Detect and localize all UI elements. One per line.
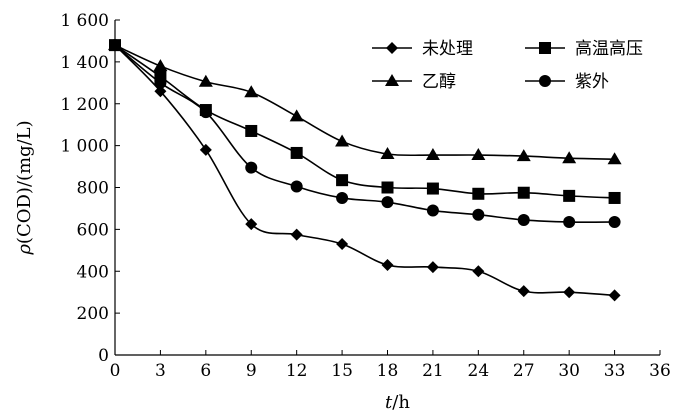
data-point-circle: [539, 75, 551, 87]
x-tick-label: 27: [513, 361, 535, 381]
data-point-diamond: [336, 238, 349, 251]
series-triangle: [108, 38, 622, 165]
data-point-square: [608, 191, 621, 204]
legend-item: 高温高压: [525, 39, 643, 59]
x-tick-label: 18: [377, 361, 399, 381]
data-point-circle: [199, 106, 212, 119]
data-point-diamond: [517, 285, 530, 298]
data-point-triangle: [153, 59, 168, 72]
data-point-square: [245, 124, 258, 137]
data-point-triangle: [335, 134, 350, 147]
axis-titles: t/h ρ(COD)/(mg/L): [14, 120, 410, 413]
data-point-circle: [290, 180, 303, 193]
data-point-triangle: [471, 148, 486, 161]
series-group: [108, 38, 622, 302]
data-point-triangle: [562, 151, 577, 164]
data-point-circle: [426, 204, 439, 217]
legend-item: 紫外: [525, 72, 609, 92]
x-tick-label: 12: [286, 361, 308, 381]
x-tick-label: 6: [200, 361, 211, 381]
x-tick-label: 15: [331, 361, 353, 381]
series-line: [114, 44, 615, 161]
x-tick-label: 36: [649, 361, 671, 381]
data-point-square: [563, 189, 576, 202]
data-point-square: [426, 182, 439, 195]
y-tick-label: 1 400: [60, 53, 109, 73]
y-axis-title-italic: ρ: [14, 244, 35, 256]
data-point-diamond: [381, 258, 394, 271]
y-tick-label: 800: [77, 179, 109, 199]
data-point-square: [517, 186, 530, 199]
data-point-diamond: [245, 218, 258, 231]
y-tick-label: 0: [98, 346, 109, 366]
data-point-circle: [472, 208, 485, 221]
data-point-triangle: [198, 74, 213, 87]
series-circle: [109, 39, 621, 229]
data-point-diamond: [563, 286, 576, 299]
legend-item: 乙醇: [372, 72, 456, 92]
y-axis-title: ρ(COD)/(mg/L): [14, 120, 35, 255]
data-point-circle: [608, 216, 621, 229]
data-point-triangle: [385, 74, 399, 86]
data-point-diamond: [386, 42, 398, 54]
y-tick-label: 1 600: [60, 11, 109, 31]
data-point-square: [336, 174, 349, 187]
data-point-diamond: [290, 228, 303, 241]
data-point-triangle: [425, 148, 440, 161]
data-point-square: [539, 42, 551, 54]
x-tick-label: 33: [604, 361, 626, 381]
y-tick-label: 1 200: [60, 95, 109, 115]
data-point-diamond: [426, 261, 439, 274]
legend-label: 高温高压: [575, 39, 643, 59]
data-point-circle: [563, 216, 576, 229]
data-point-triangle: [244, 85, 259, 98]
legend-label: 紫外: [575, 72, 609, 92]
data-point-circle: [381, 196, 394, 209]
data-point-square: [290, 146, 303, 159]
data-point-diamond: [199, 143, 212, 156]
y-tick-label: 1 000: [60, 137, 109, 157]
y-tick-label: 600: [77, 220, 109, 240]
data-point-circle: [154, 76, 167, 89]
data-point-square: [381, 181, 394, 194]
x-tick-label: 3: [155, 361, 166, 381]
x-tick-label: 0: [110, 361, 121, 381]
x-tick-label: 21: [422, 361, 444, 381]
data-point-triangle: [289, 109, 304, 122]
x-axis-title-italic: t: [385, 392, 393, 413]
data-point-triangle: [516, 149, 531, 162]
data-point-diamond: [154, 85, 167, 98]
x-axis-title-rest: /h: [392, 392, 410, 413]
x-tick-label: 30: [558, 361, 580, 381]
x-tick-label: 9: [246, 361, 257, 381]
data-point-triangle: [380, 147, 395, 159]
data-point-diamond: [472, 265, 485, 278]
y-axis-title-rest: (COD)/(mg/L): [14, 120, 35, 244]
data-point-circle: [109, 39, 121, 52]
y-tick-label: 200: [77, 304, 109, 324]
data-point-circle: [245, 161, 258, 174]
x-axis-title: t/h: [385, 392, 410, 413]
data-point-circle: [336, 191, 349, 204]
legend-item: 未处理: [372, 39, 473, 59]
data-point-square: [472, 187, 485, 200]
legend-label: 未处理: [422, 39, 473, 59]
data-point-triangle: [607, 152, 622, 165]
x-tick-label: 24: [468, 361, 490, 381]
legend-label: 乙醇: [422, 72, 456, 92]
series-line: [114, 44, 615, 224]
data-point-circle: [517, 213, 530, 226]
data-point-diamond: [608, 289, 621, 302]
series-line: [114, 44, 615, 199]
y-tick-label: 400: [77, 262, 109, 282]
